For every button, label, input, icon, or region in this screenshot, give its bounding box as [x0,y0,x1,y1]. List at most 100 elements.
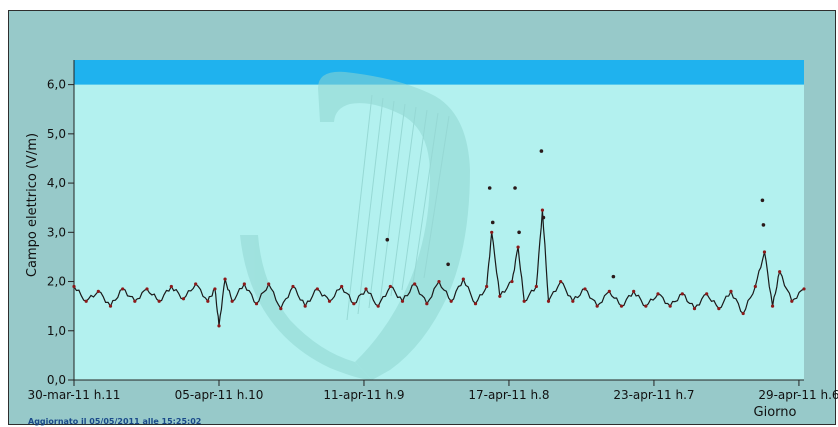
data-point [729,289,733,293]
data-point [213,287,217,291]
data-point [770,304,775,308]
outlier-point [490,220,495,225]
data-point [242,282,246,286]
y-axis-title: Campo elettrico (V/m) [25,133,40,277]
data-point [437,279,441,284]
data-point [223,277,227,281]
data-point [516,245,520,249]
data-point [376,304,380,308]
data-point [717,307,721,311]
x-tick-label: 17-apr-11 h.8 [468,388,549,402]
data-point [490,230,494,234]
y-tick-label: 2,0 [47,275,66,289]
data-point [753,284,757,289]
data-point [340,284,344,289]
data-point [108,304,113,308]
data-point [254,302,259,306]
x-axis-title: Giorno [754,405,797,420]
x-tick-label: 23-apr-11 h.7 [613,388,694,402]
outlier-point [539,149,544,153]
data-point [352,302,356,306]
data-point [644,304,648,308]
data-point [303,304,307,308]
data-point [72,284,76,289]
data-point [169,284,173,289]
harp-pillar-shape [240,235,372,380]
data-point [595,304,599,308]
outlier-point [446,262,450,267]
y-tick-label: 1,0 [47,324,66,338]
data-point [534,284,538,289]
data-point [84,299,88,303]
data-point [546,299,551,303]
data-point [473,302,478,306]
data-point [485,284,489,289]
harp-string-shape [423,115,450,279]
outlier-point [487,186,492,190]
data-point [607,289,611,293]
data-point [315,287,319,291]
data-point [327,299,332,303]
outlier-point [541,215,546,220]
data-point [461,277,465,281]
outlier-point [760,198,765,203]
threshold-band [74,60,804,85]
data-point [194,282,198,286]
data-point [291,284,295,289]
y-tick-label: 0,0 [47,373,66,387]
outlier-point [513,186,517,190]
harp-string-shape [346,94,373,321]
data-point [741,311,745,316]
data-point [571,299,575,303]
outlier-point [385,237,390,242]
data-point [680,292,684,296]
harp-string-shape [368,100,395,309]
harp-frame-shape [318,71,470,381]
data-point [656,292,660,296]
data-point [181,297,186,301]
data-point [206,299,210,303]
data-point [388,284,392,289]
data-point [267,282,271,286]
data-point [762,250,767,254]
data-point [449,299,453,303]
data-point [230,299,234,303]
data-point [619,304,624,308]
data-point [692,307,697,311]
harp-string-shape [412,112,439,285]
data-point [279,307,283,311]
harp-string-shape [401,109,428,291]
data-point [790,299,794,303]
y-tick-label: 4,0 [47,176,66,190]
data-point [425,302,429,306]
data-point [632,289,636,293]
x-tick-label: 05-apr-11 h.10 [175,388,264,402]
data-point [522,299,526,303]
data-point [540,208,545,212]
data-point [413,282,417,286]
data-point [668,304,672,308]
data-point [145,287,149,291]
x-tick-label: 30-mar-11 h.11 [28,388,121,402]
outlier-point [761,223,766,227]
data-point [217,324,221,328]
x-tick-label: 11-apr-11 h.9 [323,388,404,402]
outlier-point [611,274,616,279]
data-point [121,287,125,291]
data-point [802,287,806,291]
data-point [510,279,514,284]
data-point [559,279,563,284]
data-point [157,299,161,303]
data-point [364,287,368,291]
data-point [133,299,137,303]
data-point [778,270,782,274]
data-point [96,289,100,293]
data-point [583,287,587,291]
harp-watermark-icon [240,71,470,381]
y-tick-label: 6,0 [47,78,66,92]
y-tick-label: 5,0 [47,127,66,141]
harp-string-shape [390,106,417,297]
harp-string-shape [379,103,406,303]
last-updated-text: Aggiornato il 05/05/2011 alle 15:25:02 [28,417,201,426]
outlier-point [517,230,521,235]
